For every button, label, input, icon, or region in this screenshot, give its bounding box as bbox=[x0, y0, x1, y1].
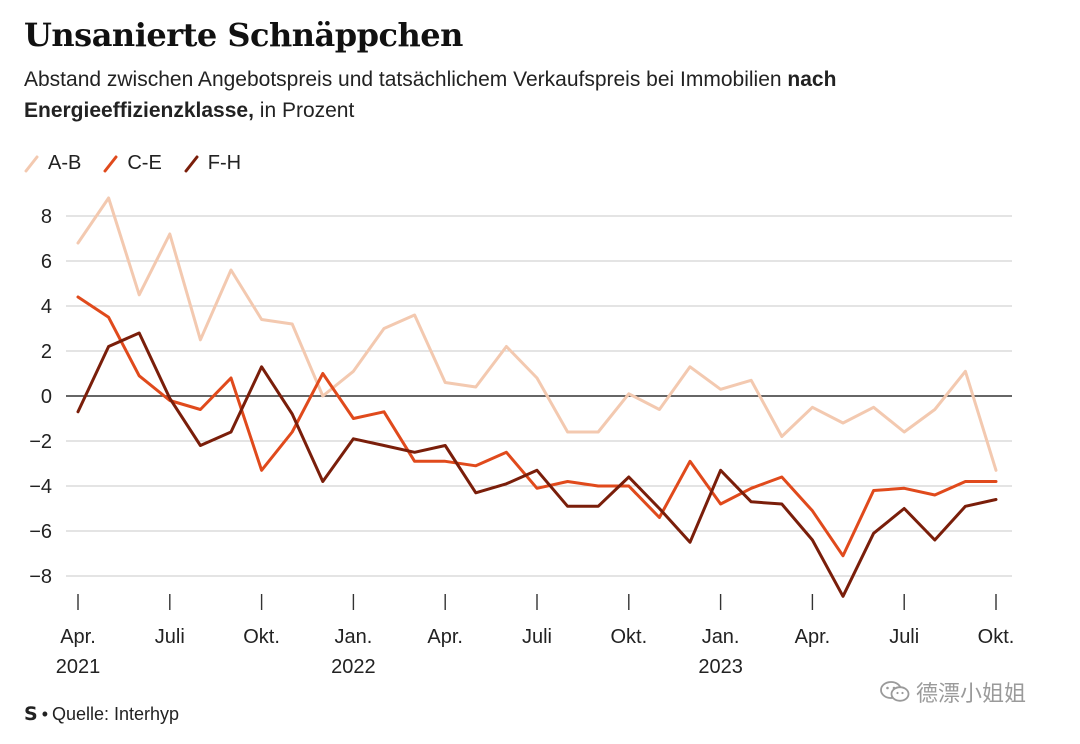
chart-title: Unsanierte Schnäppchen bbox=[24, 16, 463, 54]
y-tick-label: 8 bbox=[41, 206, 52, 228]
legend-item-c-e: C-E bbox=[103, 152, 162, 175]
legend-label: C-E bbox=[127, 152, 162, 174]
watermark: 德漂小姐姐 bbox=[880, 676, 1026, 708]
source-label: Quelle: Interhyp bbox=[52, 703, 180, 724]
x-tick-label: Apr. bbox=[427, 626, 463, 648]
y-tick-label: −6 bbox=[29, 521, 52, 543]
spiegel-logo-icon: S bbox=[24, 703, 38, 725]
x-tick-label: Okt. bbox=[610, 626, 647, 648]
y-tick-label: −2 bbox=[29, 431, 52, 453]
x-tick-label: Apr. bbox=[795, 626, 831, 648]
legend-item-f-h: F-H bbox=[184, 152, 241, 175]
x-tick-label: Juli bbox=[889, 626, 919, 648]
x-tick-label: Jan. bbox=[702, 626, 740, 648]
chart-subtitle: Abstand zwischen Angebotspreis und tatsä… bbox=[24, 64, 1044, 126]
legend-swatch bbox=[184, 155, 199, 172]
series-line-c-e bbox=[76, 295, 998, 558]
legend-swatch bbox=[103, 155, 118, 172]
legend-label: A-B bbox=[48, 152, 82, 174]
x-year-label: 2021 bbox=[56, 656, 101, 678]
x-tick-label: Okt. bbox=[978, 626, 1015, 648]
subtitle-unit-text: in Prozent bbox=[253, 99, 355, 122]
source-line: S • Quelle: Interhyp bbox=[24, 703, 179, 725]
x-tick-label: Juli bbox=[155, 626, 185, 648]
x-year-label: 2023 bbox=[698, 656, 743, 678]
source-bullet: • bbox=[41, 703, 48, 724]
x-tick-label: Jan. bbox=[334, 626, 372, 648]
subtitle-bold-text: nach Energieeffizienzklasse, bbox=[24, 68, 837, 122]
y-tick-label: 6 bbox=[41, 251, 52, 273]
subtitle-text: Abstand zwischen Angebotspreis und tatsä… bbox=[24, 68, 788, 91]
series-line-a-b bbox=[76, 196, 998, 472]
x-tick-label: Apr. bbox=[60, 626, 96, 648]
y-tick-label: 2 bbox=[41, 341, 52, 363]
legend-swatch bbox=[24, 155, 39, 172]
x-tick-label: Juli bbox=[522, 626, 552, 648]
watermark-text: 德漂小姐姐 bbox=[916, 681, 1027, 706]
y-tick-label: 4 bbox=[41, 296, 52, 318]
chart-legend: A-B C-E F-H bbox=[24, 152, 241, 175]
y-tick-label: −8 bbox=[29, 566, 52, 588]
legend-item-a-b: A-B bbox=[24, 152, 81, 175]
y-tick-label: −4 bbox=[29, 476, 52, 498]
series-line-f-h bbox=[76, 331, 998, 598]
wechat-icon bbox=[880, 681, 910, 702]
y-tick-label: 0 bbox=[41, 386, 52, 408]
x-year-label: 2022 bbox=[331, 656, 376, 678]
legend-label: F-H bbox=[207, 152, 242, 174]
x-tick-label: Okt. bbox=[243, 626, 280, 648]
